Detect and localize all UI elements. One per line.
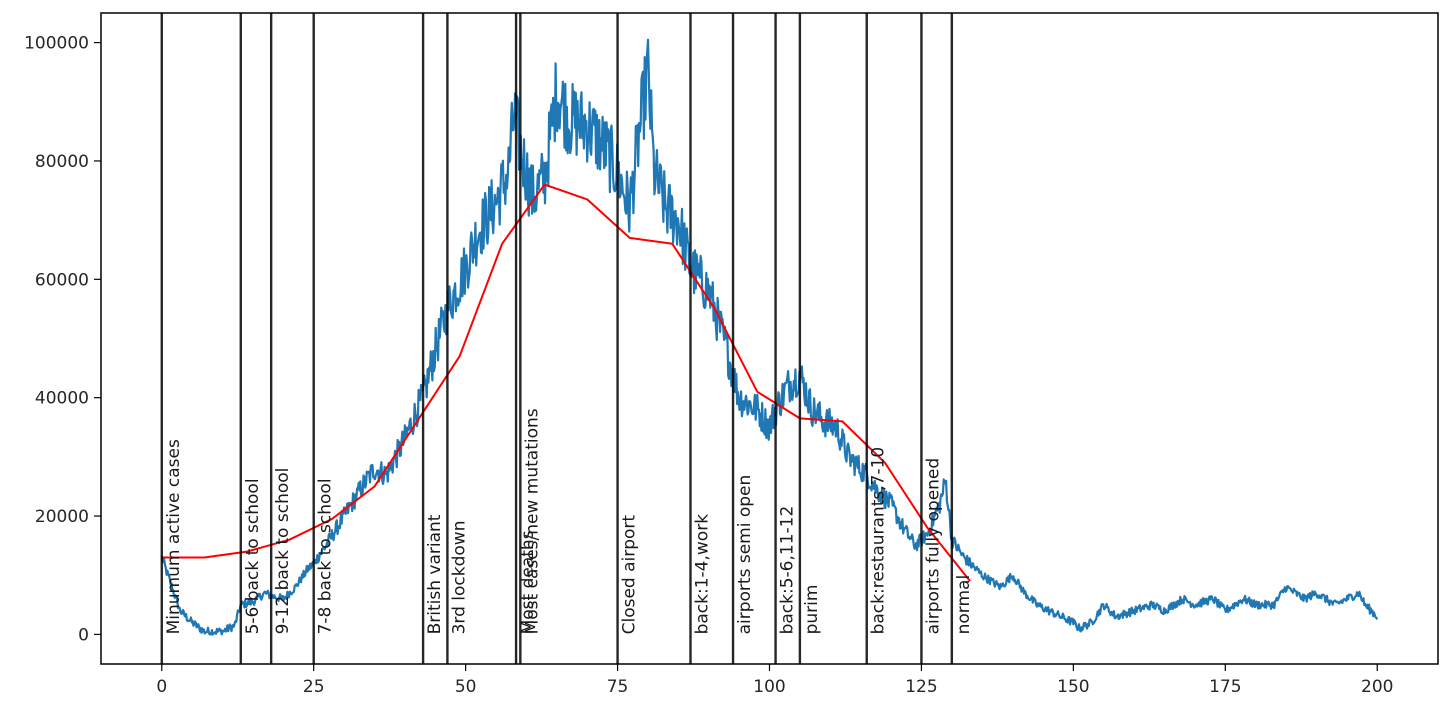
event-label: back:5-6,11-12 (778, 506, 798, 635)
x-tick-label: 125 (905, 677, 937, 697)
y-tick-label: 100000 (24, 34, 89, 54)
event-label: purim (802, 585, 822, 635)
x-tick-label: 0 (156, 677, 167, 697)
event-label: normal (954, 575, 974, 635)
y-axis: 0 20000 40000 60000 80000 100000 (24, 34, 101, 645)
x-tick-label: 175 (1209, 677, 1241, 697)
event-label: Most deaths (518, 530, 538, 634)
event-label: 9-12 back to school (273, 468, 293, 635)
x-tick-label: 50 (455, 677, 477, 697)
y-tick-label: 0 (78, 625, 89, 645)
x-tick-label: 150 (1057, 677, 1089, 697)
x-tick-label: 75 (607, 677, 629, 697)
daily-cases-line (160, 38, 1379, 636)
event-label: Closed airport (620, 515, 640, 635)
event-labels: Minumum active cases 5-6 back to school 9-… (164, 408, 974, 634)
event-label: back:1-4,work (693, 514, 713, 635)
y-tick-label: 60000 (35, 270, 89, 290)
event-label: Most cases/new mutations (522, 408, 542, 634)
event-label: Minumum active cases (164, 439, 184, 634)
event-label: 7-8 back to school (316, 478, 336, 634)
event-label: back:restaurants,7-10 (869, 447, 889, 635)
y-tick-label: 20000 (35, 507, 89, 527)
plot-series (160, 38, 1379, 636)
y-tick-label: 80000 (35, 152, 89, 172)
x-tick-label: 200 (1361, 677, 1393, 697)
event-lines (160, 13, 954, 664)
event-label: British variant (425, 514, 445, 634)
x-tick-label: 100 (753, 677, 785, 697)
event-label: 3rd lockdown (449, 521, 469, 635)
y-tick-label: 40000 (35, 389, 89, 409)
x-tick-label: 25 (303, 677, 325, 697)
event-label: airports fully opened (923, 458, 943, 635)
x-axis: 0 25 50 75 100 125 150 175 200 (156, 664, 1393, 697)
event-label: airports semi open (735, 475, 755, 635)
trend-line (161, 183, 971, 582)
event-label: 5-6 back to school (243, 478, 263, 634)
